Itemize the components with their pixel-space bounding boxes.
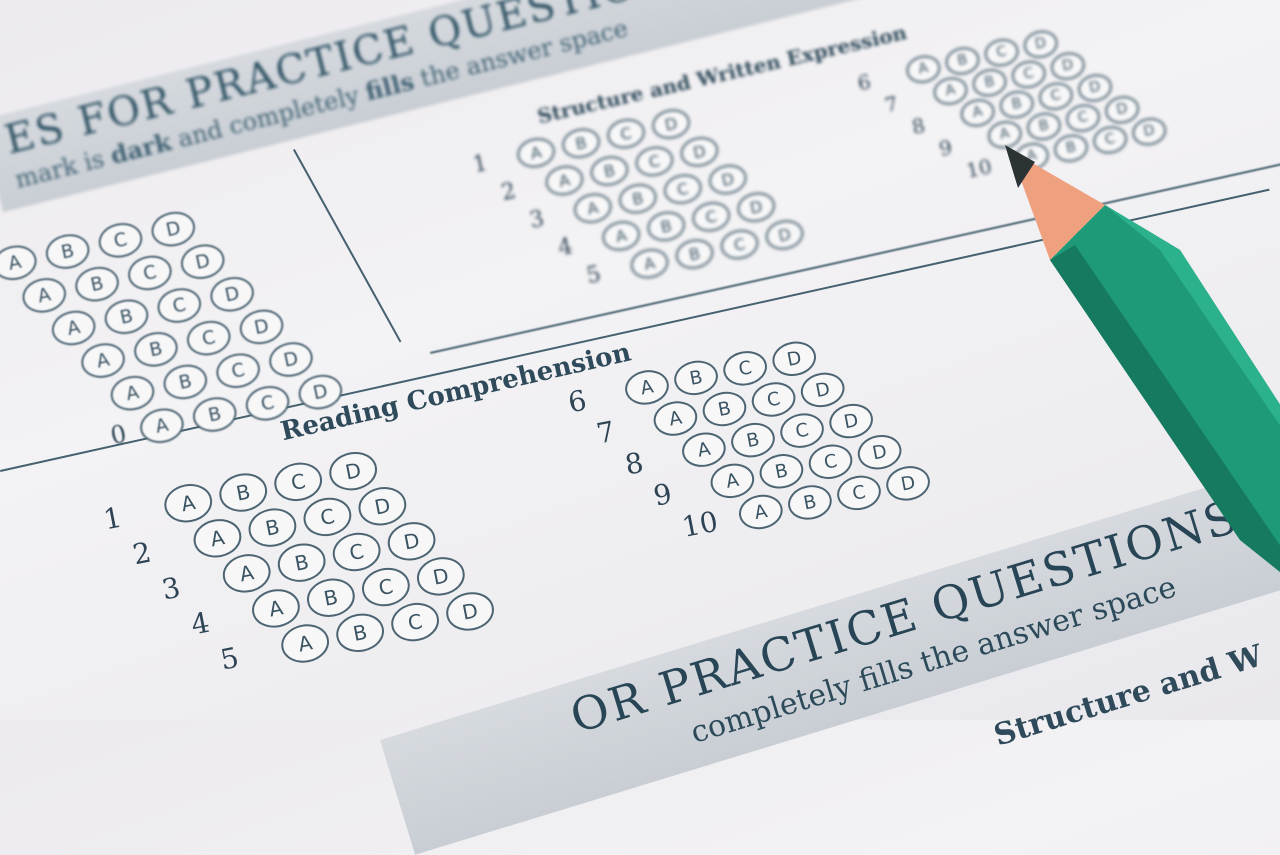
pencil	[1005, 145, 1280, 572]
pencil-wood-tip	[1010, 150, 1105, 260]
pencil-body-shadow	[1050, 245, 1280, 572]
pencil-graphite-tip	[1005, 145, 1035, 188]
